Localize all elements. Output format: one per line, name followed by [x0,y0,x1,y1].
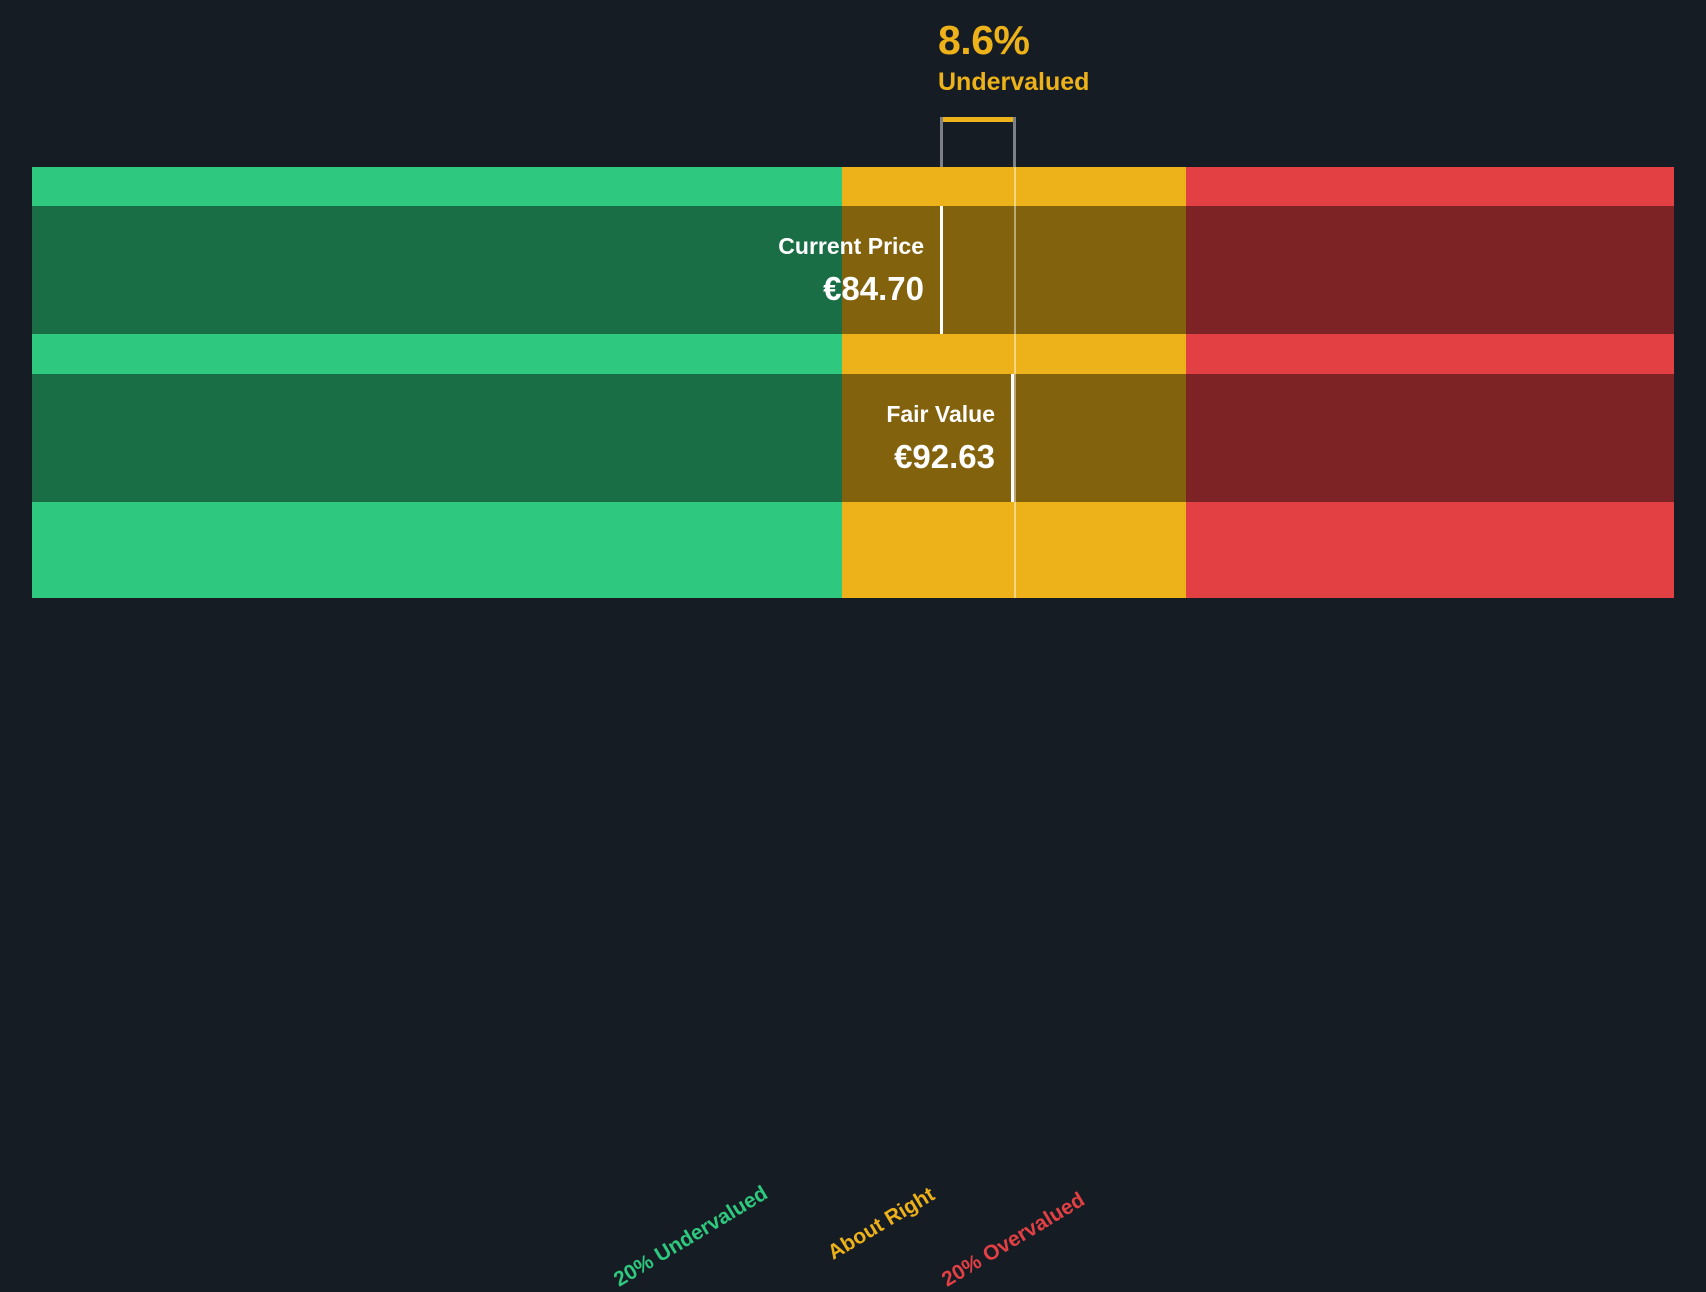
bracket-right-leg [1013,117,1016,171]
axis-label-about-right: About Right [823,1182,939,1265]
axis-labels: 20% Undervalued About Right 20% Overvalu… [0,598,1706,1292]
bar-label-current-price: Current Price [778,233,924,259]
valuation-headline: 8.6% Undervalued [938,20,1089,95]
bracket-left-leg [940,117,943,171]
valuation-chart: 8.6% Undervalued Current Price €84.70 Fa… [0,20,1706,1292]
bar-current-price[interactable]: Current Price €84.70 [32,206,943,334]
valuation-gap-bracket [940,117,1016,171]
bar-row-shade-current [32,206,1674,334]
axis-label-overvalued: 20% Overvalued [937,1188,1089,1292]
valuation-zones [32,167,1674,598]
zone-about-right [842,167,1186,598]
plot-area: Current Price €84.70 Fair Value €92.63 [32,167,1674,598]
zone-overvalued [1186,167,1674,598]
bar-value-current-price: €84.70 [823,270,924,307]
bar-value-fair-value: €92.63 [894,438,995,475]
fair-value-reference-line [1014,167,1016,598]
axis-label-undervalued: 20% Undervalued [609,1181,772,1292]
zone-undervalued [32,167,842,598]
bar-row-shade-fair [32,374,1674,502]
bar-label-fair-value: Fair Value [886,401,995,427]
valuation-status: Undervalued [938,68,1090,96]
bracket-top-bar [940,117,1016,122]
discount-percent: 8.6% [938,17,1030,63]
bar-fair-value[interactable]: Fair Value €92.63 [32,374,1014,502]
